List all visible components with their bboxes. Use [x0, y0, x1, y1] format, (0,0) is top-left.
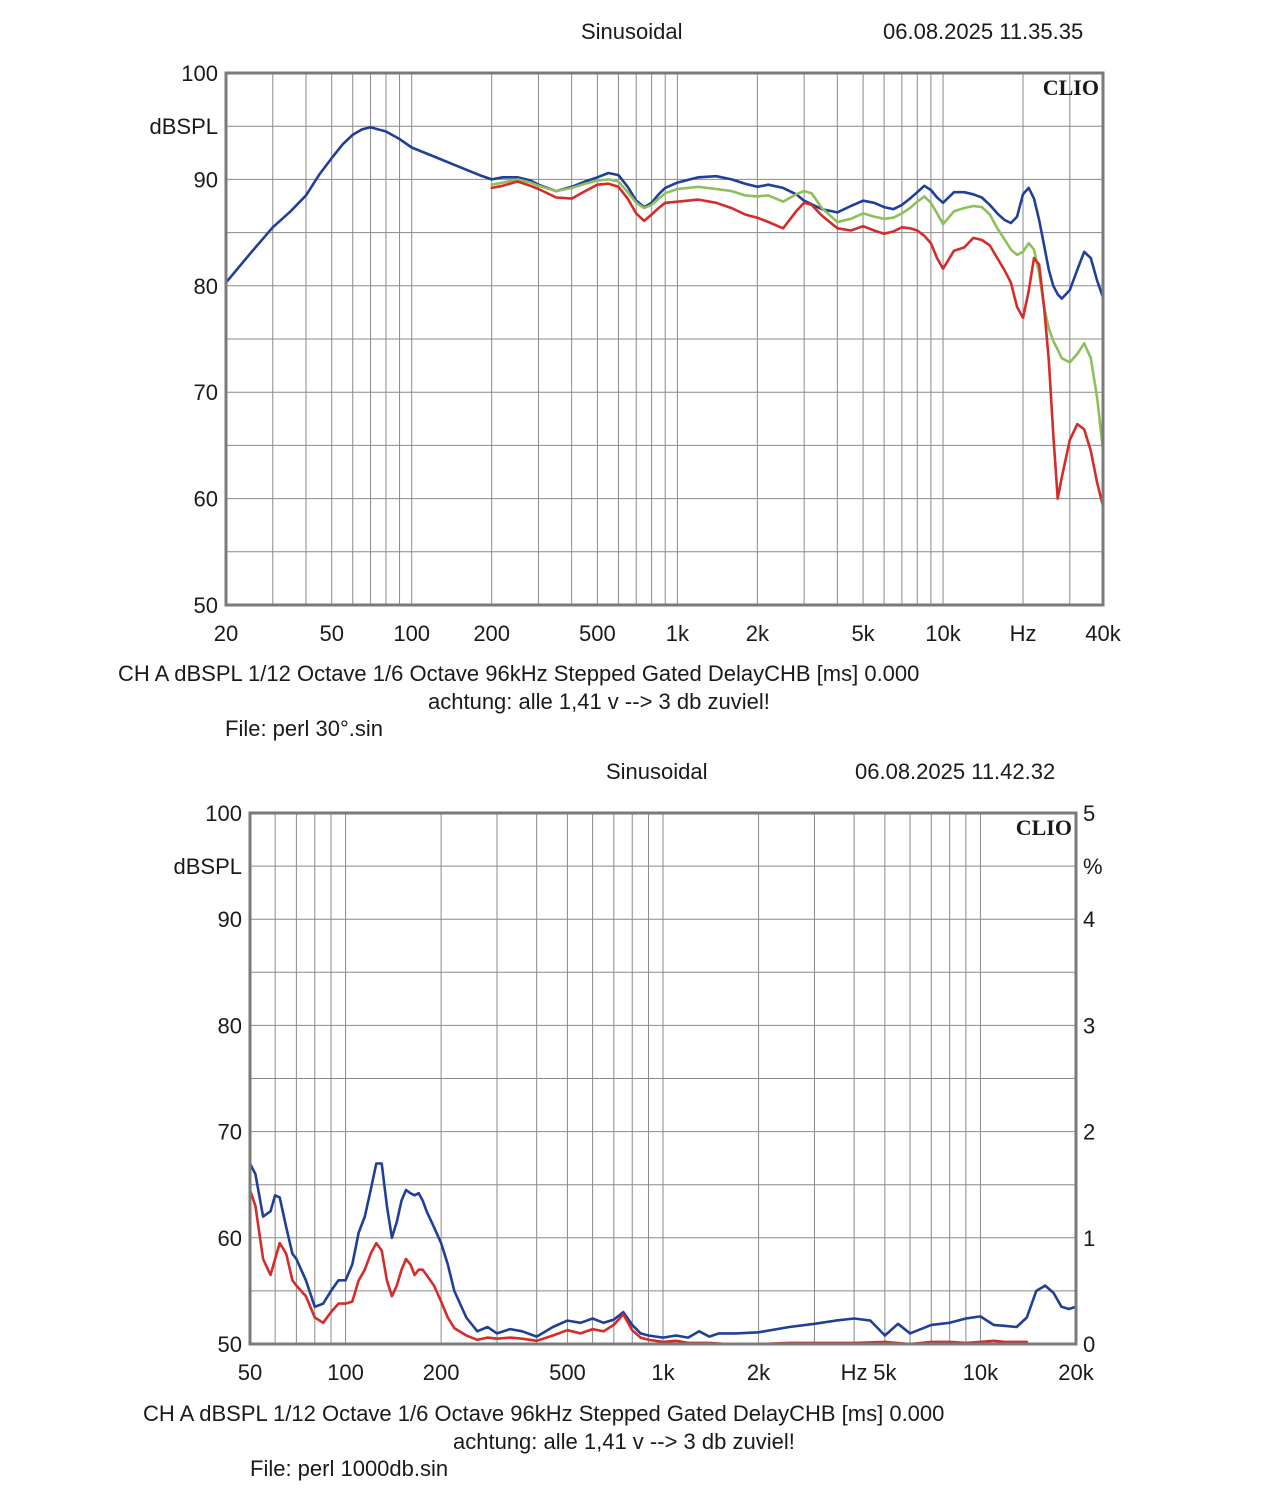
- chart-1-y-tick-label: 50: [194, 593, 218, 618]
- chart-2-file: File: perl 1000db.sin: [250, 1456, 449, 1481]
- chart-2-y-axis-label: dBSPL: [174, 854, 243, 879]
- chart-2-y2-tick-label: 1: [1083, 1226, 1095, 1251]
- chart-1-grid: [226, 73, 1103, 605]
- chart-1-x-tick-label: 10k: [925, 621, 961, 646]
- chart-2-y2-tick-label: 4: [1083, 907, 1095, 932]
- chart-1-x-tick-label: 50: [319, 621, 343, 646]
- chart-2-timestamp: 06.08.2025 11.42.32: [855, 759, 1056, 784]
- chart-panel-1: Sinusoidal 06.08.2025 11.35.35 CLIO 20 50 1…: [118, 19, 1122, 741]
- chart-2-x-tick-label: 20k: [1058, 1360, 1094, 1385]
- chart-1-x-tick-label: 40k: [1085, 621, 1121, 646]
- chart-1-x-tick-label: 100: [393, 621, 430, 646]
- chart-1-series-1-line: [224, 126, 1105, 300]
- chart-1-mode: Sinusoidal: [581, 19, 683, 44]
- chart-2-clio-logo: CLIO: [1016, 815, 1072, 840]
- chart-1-x-tick-label: 20: [214, 621, 238, 646]
- chart-2-x-tick-label: 500: [549, 1360, 586, 1385]
- chart-1-plot: CLIO 20 50 100 200 500 1k 2k 5k 10k Hz 40k 50 60 70 80 9…: [150, 61, 1122, 646]
- chart-2-y2-tick-label: 0: [1083, 1332, 1095, 1357]
- chart-2-x-tick-label: 5k: [873, 1360, 897, 1385]
- chart-2-y-tick-label: 50: [218, 1332, 242, 1357]
- chart-1-y-tick-label: 80: [194, 274, 218, 299]
- chart-2-note: achtung: alle 1,41 v --> 3 db zuviel!: [453, 1429, 795, 1454]
- chart-2-grid: [250, 813, 1076, 1344]
- chart-1-y-tick-label: 100: [181, 61, 218, 86]
- chart-2-y2-tick-label: 5: [1083, 801, 1095, 826]
- chart-2-x-tick-label: 200: [423, 1360, 460, 1385]
- chart-2-y-tick-label: 60: [218, 1226, 242, 1251]
- chart-1-y-tick-label: 60: [194, 487, 218, 512]
- chart-1-x-tick-label: 1k: [666, 621, 690, 646]
- chart-1-y-axis-label: dBSPL: [150, 114, 219, 139]
- chart-2-y2-tick-label: 2: [1083, 1120, 1095, 1145]
- chart-1-x-tick-label: 2k: [746, 621, 770, 646]
- chart-2-x-tick-label: 50: [238, 1360, 262, 1385]
- chart-2-y-tick-label: 100: [205, 801, 242, 826]
- chart-2-x-tick-label: 10k: [963, 1360, 999, 1385]
- chart-2-y-tick-label: 70: [218, 1120, 242, 1145]
- chart-2-series-1-line: [248, 1162, 1078, 1339]
- chart-2-settings-line: CH A dBSPL 1/12 Octave 1/6 Octave 96kHz …: [143, 1401, 945, 1426]
- chart-panel-2: Sinusoidal 06.08.2025 11.42.32 CLIO 50 100…: [0, 750, 1284, 1500]
- chart-2-x-tick-label: Hz: [841, 1360, 868, 1385]
- chart-1-x-tick-label: Hz: [1010, 621, 1037, 646]
- chart-1-plot-frame: [224, 71, 1105, 607]
- chart-2-plot-frame: [248, 811, 1078, 1346]
- chart-1-y-tick-label: 70: [194, 380, 218, 405]
- chart-1-note: achtung: alle 1,41 v --> 3 db zuviel!: [428, 689, 770, 714]
- chart-1-x-tick-label: 500: [579, 621, 616, 646]
- chart-2-x-tick-label: 1k: [651, 1360, 675, 1385]
- chart-1-x-tick-label: 200: [473, 621, 510, 646]
- chart-2-y2-tick-label: 3: [1083, 1013, 1095, 1038]
- chart-2-y-tick-label: 80: [218, 1013, 242, 1038]
- chart-2-y2-axis-label: %: [1083, 854, 1103, 879]
- chart-1-settings-line: CH A dBSPL 1/12 Octave 1/6 Octave 96kHz …: [118, 661, 920, 686]
- chart-2-mode: Sinusoidal: [606, 759, 708, 784]
- chart-2-y-tick-label: 90: [218, 907, 242, 932]
- chart-1-clio-logo: CLIO: [1043, 75, 1099, 100]
- chart-1-timestamp: 06.08.2025 11.35.35: [883, 19, 1084, 44]
- chart-2-x-tick-label: 2k: [747, 1360, 771, 1385]
- chart-2-x-tick-label: 100: [327, 1360, 364, 1385]
- chart-1-y-tick-label: 90: [194, 167, 218, 192]
- chart-1-file: File: perl 30°.sin: [225, 716, 383, 741]
- chart-1-x-tick-label: 5k: [851, 621, 875, 646]
- chart-1-series-3-line: [490, 180, 1105, 508]
